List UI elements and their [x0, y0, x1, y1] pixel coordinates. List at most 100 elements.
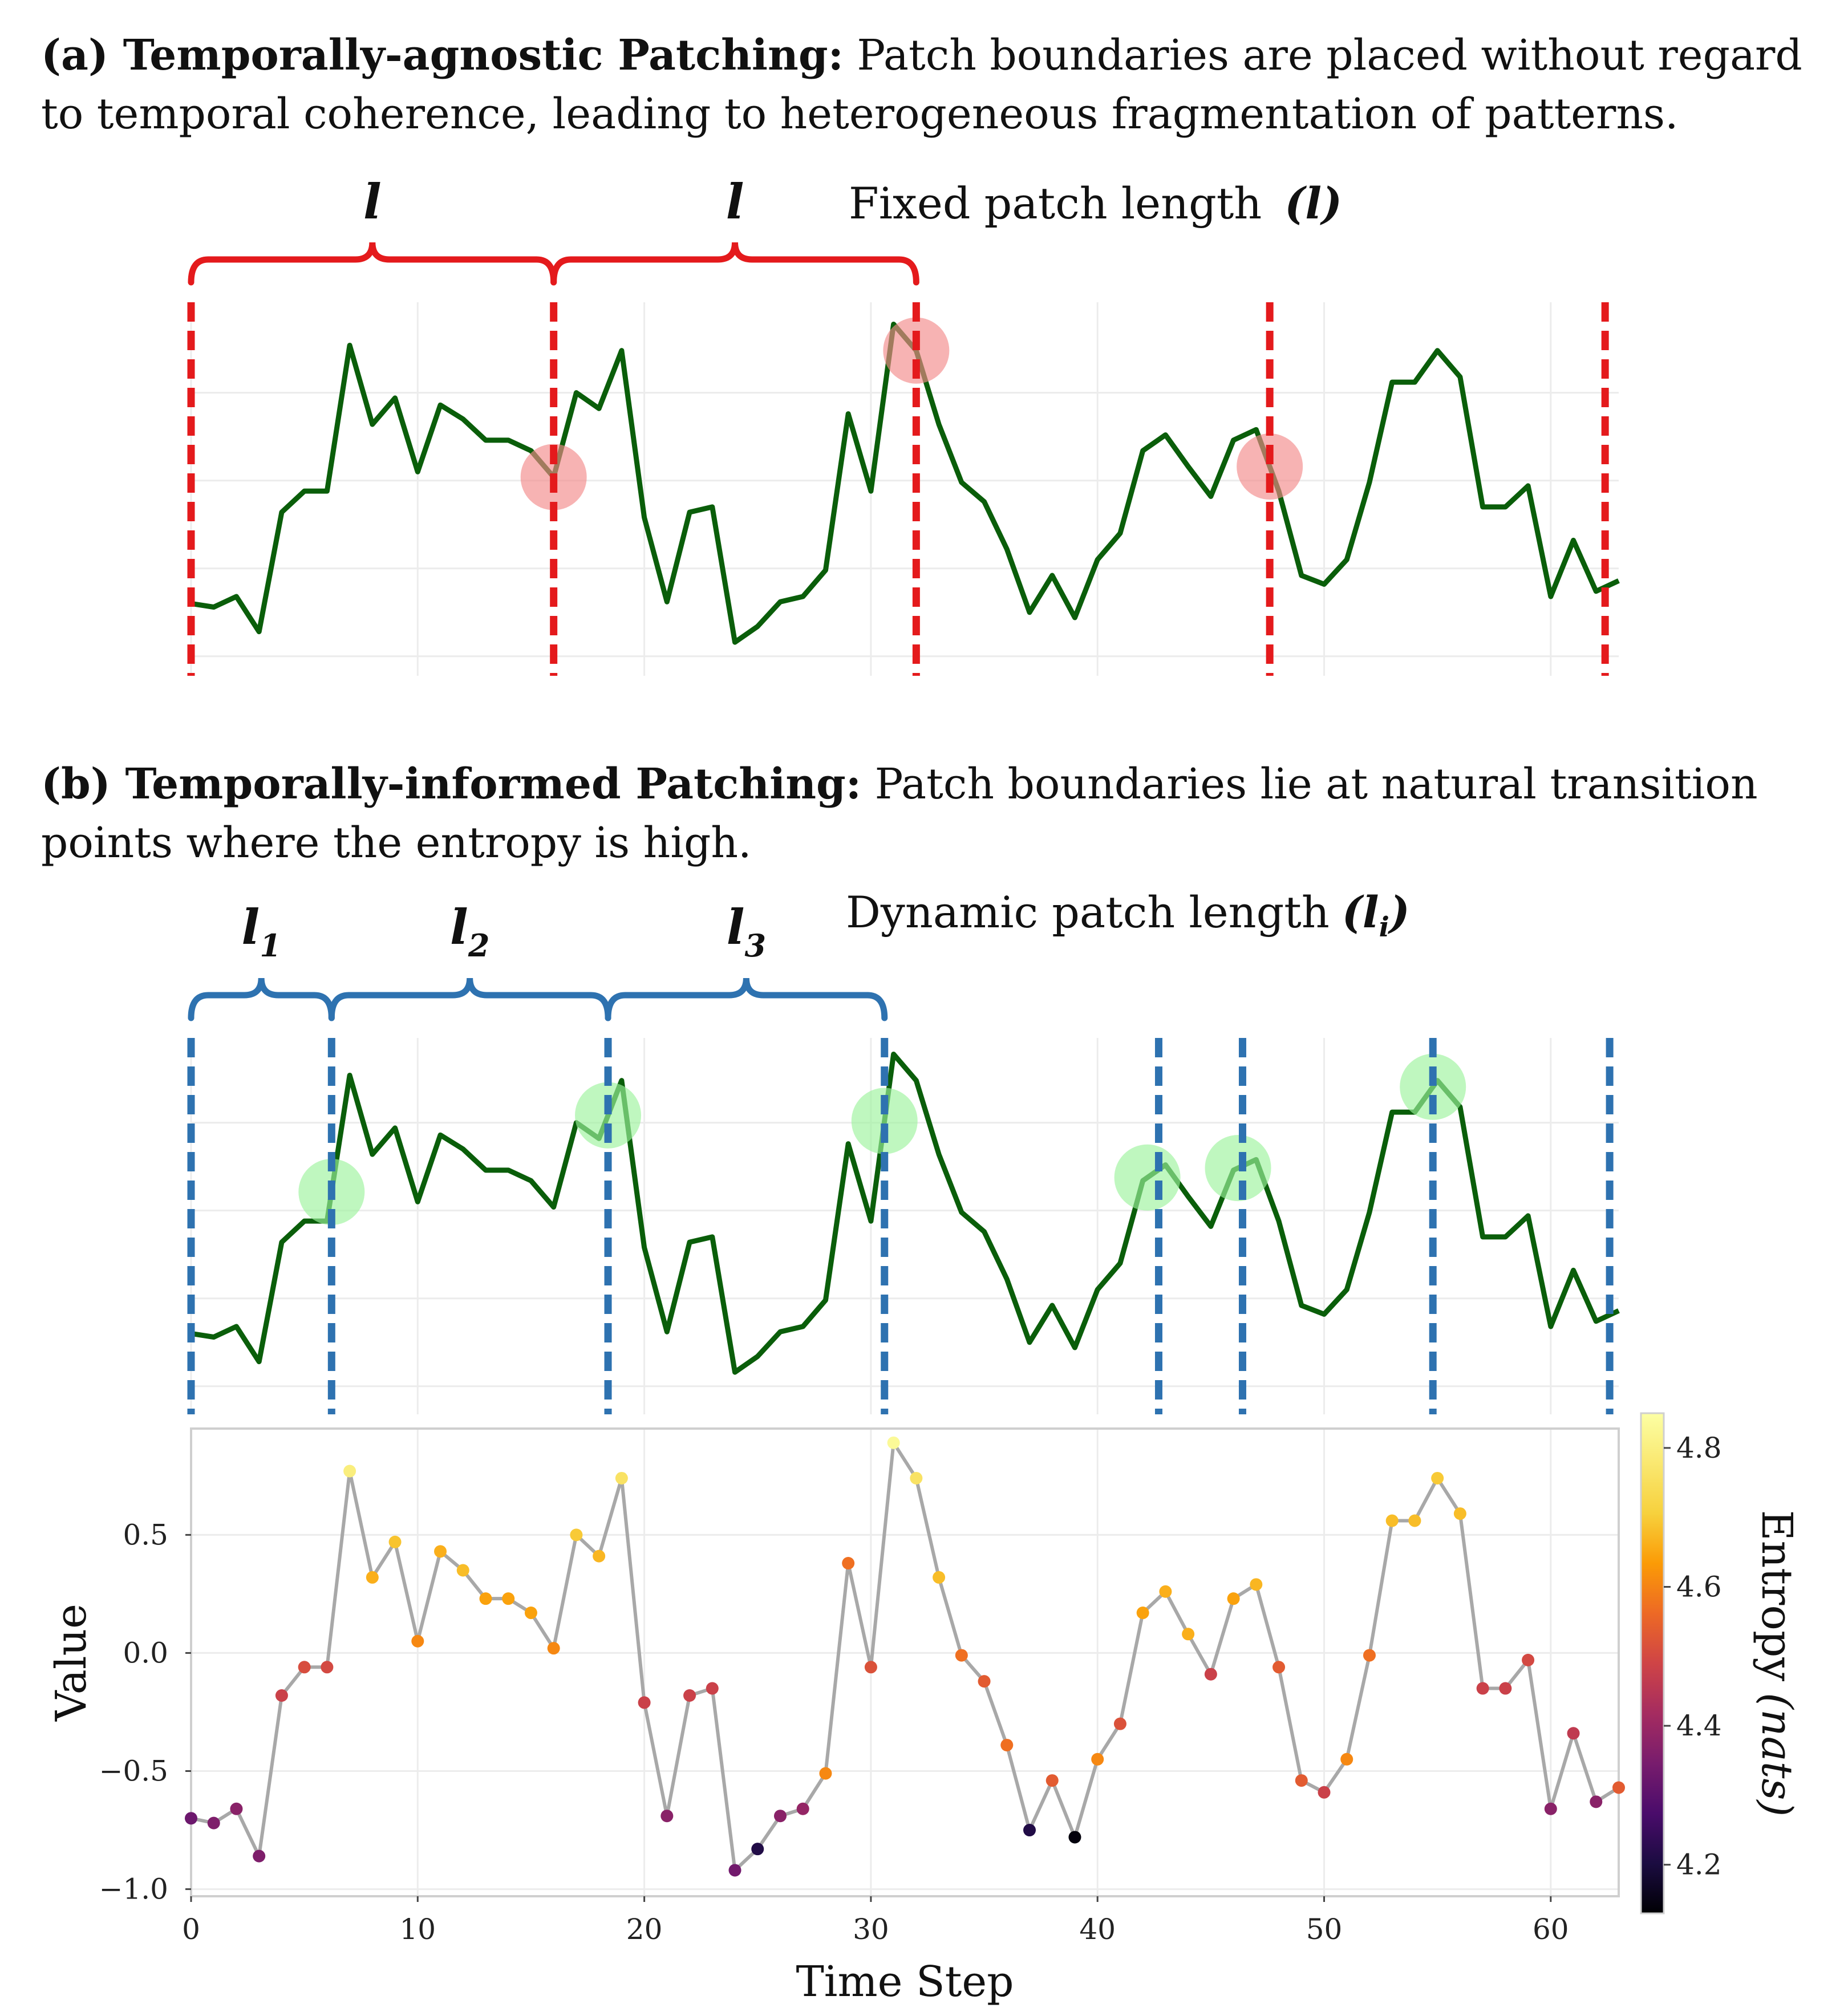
colorbar-label-unit: (nats) — [1752, 1693, 1801, 1816]
b-marker-4 — [1205, 1135, 1271, 1202]
chart-point-39 — [1068, 1831, 1081, 1844]
chart-point-18 — [593, 1549, 606, 1563]
colorbar-tick-label-3: 4.8 — [1676, 1431, 1722, 1465]
chart-point-17 — [570, 1528, 583, 1542]
chart-point-63 — [1612, 1781, 1625, 1794]
panel-b-caption-line2: points where the entropy is high. — [41, 818, 752, 867]
chart-point-55 — [1431, 1471, 1444, 1484]
b-marker-2 — [851, 1088, 918, 1154]
chart-point-22 — [683, 1689, 696, 1702]
panel-a-grid — [190, 302, 1619, 676]
chart-point-52 — [1363, 1649, 1376, 1662]
b-marker-5 — [1400, 1053, 1466, 1120]
chart-point-62 — [1590, 1795, 1603, 1808]
chart-point-5 — [298, 1661, 311, 1674]
a-brace-label-main-1: l — [726, 173, 744, 230]
chart-point-16 — [547, 1642, 560, 1655]
chart-point-23 — [706, 1682, 719, 1695]
chart-point-46 — [1227, 1592, 1240, 1605]
chart-xtick-label-5: 50 — [1306, 1913, 1343, 1946]
b-brace-label-main-1: l — [450, 899, 468, 955]
chart-points — [185, 1436, 1625, 1877]
chart-point-13 — [479, 1592, 492, 1605]
a-brace-label-0: l — [363, 173, 382, 230]
chart-ytick-label-2: 0.0 — [123, 1636, 168, 1669]
chart-point-7 — [343, 1465, 356, 1478]
colorbar-tick-label-0: 4.2 — [1676, 1848, 1722, 1881]
colorbar-label: Entropy (nats) — [1752, 1510, 1801, 1817]
chart-point-54 — [1408, 1514, 1421, 1527]
panel-b-series — [191, 1051, 1620, 1375]
panel-b-caption-line1: (b) Temporally-informed Patching: Patch … — [41, 760, 1758, 809]
panel-a-boundaries — [187, 302, 1609, 676]
a-brace-1 — [550, 242, 919, 286]
b-brace-label-sub-1: 2 — [468, 927, 490, 964]
chart-point-43 — [1159, 1585, 1172, 1598]
b-brace-label-2: l3 — [727, 899, 767, 964]
chart-frame — [190, 1427, 1620, 1897]
chart-point-26 — [773, 1810, 787, 1823]
a-brace-label-main-0: l — [363, 173, 382, 230]
chart-point-51 — [1340, 1753, 1353, 1766]
chart-point-32 — [910, 1471, 923, 1484]
chart-point-36 — [1000, 1738, 1014, 1751]
colorbar-tick-label-2: 4.6 — [1676, 1571, 1722, 1604]
panel-b-grid — [190, 1038, 1619, 1414]
chart-point-3 — [253, 1849, 266, 1863]
panel-b-note-close: ) — [1388, 887, 1410, 938]
chart-grid — [190, 1429, 1619, 1896]
chart-point-27 — [796, 1802, 809, 1815]
chart-point-10 — [411, 1634, 424, 1648]
chart-xtick-label-6: 60 — [1533, 1913, 1569, 1946]
chart-point-28 — [819, 1767, 832, 1780]
chart-ytick-label-3: 0.5 — [123, 1518, 168, 1551]
panel-b-braces: l1 l2 l3 — [188, 899, 888, 1021]
a-brace-label-1: l — [726, 173, 744, 230]
panel-a-caption-line1: (a) Temporally-agnostic Patching: Patch … — [41, 31, 1802, 80]
panel-a-note-text: Fixed patch length — [849, 178, 1262, 229]
b-series-line — [191, 1051, 1620, 1375]
colorbar-label-text: Entropy — [1752, 1510, 1801, 1682]
entropy-chart: 0 10 20 30 40 50 60 −1.0 −0.5 0.0 0.5 Time Step V… — [47, 1412, 1801, 2006]
chart-xtick-label-3: 30 — [853, 1913, 889, 1946]
panel-a-note: Fixed patch length (l) — [849, 178, 1342, 229]
colorbar-gradient — [1640, 1412, 1665, 1914]
chart-point-15 — [524, 1607, 537, 1620]
chart-point-25 — [751, 1843, 764, 1856]
chart-point-20 — [638, 1696, 651, 1709]
chart-point-6 — [321, 1661, 334, 1674]
chart-point-12 — [456, 1564, 469, 1577]
panel-b-note-symbol: (l — [1342, 887, 1379, 938]
chart-xtick-label-0: 0 — [182, 1913, 200, 1946]
chart-xtick-label-4: 40 — [1079, 1913, 1116, 1946]
a-marker-1 — [883, 317, 950, 384]
panel-b-note-text: Dynamic patch length — [846, 887, 1330, 938]
chart-point-41 — [1113, 1717, 1126, 1730]
colorbar-tick-label-1: 4.4 — [1676, 1709, 1722, 1742]
panel-b-boundaries — [187, 1038, 1614, 1414]
chart-series-line — [191, 1441, 1620, 1872]
chart-y-ticks: −1.0 −0.5 0.0 0.5 — [99, 1518, 191, 1906]
chart-point-0 — [185, 1812, 197, 1825]
chart-point-58 — [1499, 1682, 1512, 1695]
chart-point-4 — [275, 1689, 288, 1702]
chart-point-40 — [1091, 1753, 1104, 1766]
chart-point-35 — [978, 1675, 991, 1688]
chart-point-49 — [1295, 1774, 1308, 1787]
chart-ytick-label-1: −0.5 — [99, 1755, 168, 1788]
panel-a-caption-line2: to temporal coherence, leading to hetero… — [41, 90, 1679, 139]
chart-y-label: Value — [47, 1604, 96, 1722]
chart-point-30 — [864, 1661, 877, 1674]
chart-ytick-label-0: −1.0 — [99, 1873, 168, 1906]
panel-a-note-symbol: (l) — [1284, 178, 1342, 229]
b-brace-label-0: l1 — [241, 899, 281, 964]
chart-point-61 — [1567, 1727, 1580, 1740]
chart-point-56 — [1453, 1507, 1466, 1520]
chart-point-9 — [388, 1535, 402, 1548]
b-marker-3 — [1114, 1144, 1181, 1211]
chart-point-34 — [955, 1649, 968, 1662]
b-brace-label-main-2: l — [727, 899, 745, 955]
